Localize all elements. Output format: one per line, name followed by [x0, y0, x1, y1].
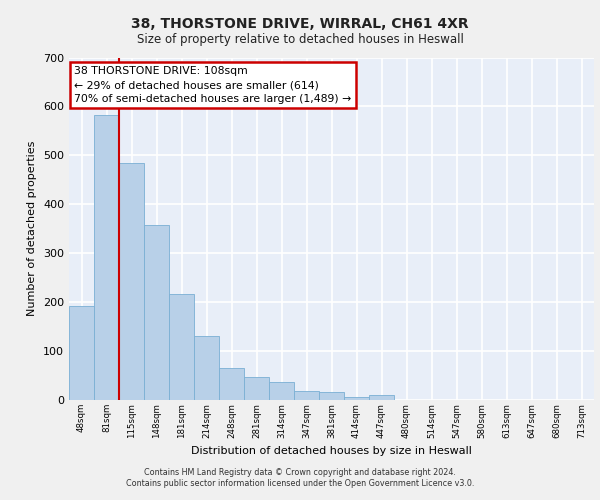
Y-axis label: Number of detached properties: Number of detached properties	[28, 141, 37, 316]
Bar	[144, 226, 169, 400]
Bar	[294, 391, 319, 400]
Text: 38 THORSTONE DRIVE: 108sqm
← 29% of detached houses are smaller (614)
70% of sem: 38 THORSTONE DRIVE: 108sqm ← 29% of deta…	[74, 66, 352, 104]
Bar	[119, 163, 144, 400]
Bar	[244, 376, 269, 400]
Bar	[269, 382, 294, 400]
Bar	[94, 114, 119, 400]
Bar	[169, 294, 194, 400]
Bar	[69, 306, 94, 400]
Bar	[194, 336, 219, 400]
Bar	[344, 396, 369, 400]
Text: Contains HM Land Registry data © Crown copyright and database right 2024.
Contai: Contains HM Land Registry data © Crown c…	[126, 468, 474, 487]
X-axis label: Distribution of detached houses by size in Heswall: Distribution of detached houses by size …	[191, 446, 472, 456]
Text: Size of property relative to detached houses in Heswall: Size of property relative to detached ho…	[137, 32, 463, 46]
Bar	[219, 368, 244, 400]
Text: 38, THORSTONE DRIVE, WIRRAL, CH61 4XR: 38, THORSTONE DRIVE, WIRRAL, CH61 4XR	[131, 18, 469, 32]
Bar	[319, 392, 344, 400]
Bar	[369, 394, 394, 400]
